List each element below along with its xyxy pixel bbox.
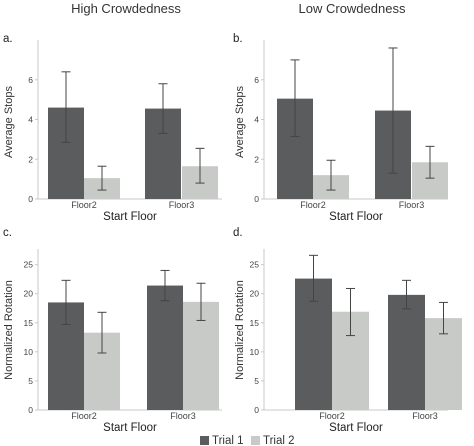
- x-axis-label: Start Floor: [103, 211, 157, 223]
- error-bar: [195, 147, 205, 184]
- y-tick-label: 0: [28, 194, 33, 204]
- category-label-floor2: Floor2: [319, 411, 345, 421]
- category-label-floor2: Floor2: [71, 411, 97, 421]
- category-label-floor3: Floor3: [170, 411, 196, 421]
- chart-panels: a. Average Stops 0 2 4 6 Floor2 Floor3 Start Flo…: [3, 33, 462, 434]
- y-axis-label: Average Stops: [3, 86, 15, 158]
- category-label-floor3: Floor3: [399, 200, 425, 210]
- panel-label-a: a.: [3, 33, 13, 45]
- error-bar: [439, 301, 448, 335]
- category-label-floor3: Floor3: [169, 200, 195, 210]
- x-axis-label: Start Floor: [103, 422, 157, 434]
- legend-swatch: [200, 436, 209, 445]
- y-tick-label: 15: [250, 318, 260, 328]
- legend-item-trial-2: Trial 2: [251, 435, 295, 446]
- column-header-high-crowdedness: High Crowdedness: [71, 1, 181, 16]
- y-tick-label: 4: [254, 115, 259, 125]
- x-axis-label: Start Floor: [329, 211, 383, 223]
- panel-label-c: c.: [3, 227, 12, 239]
- panel-d: d. Normalized Rotation 0 5 10 15 20 25 Floor2 Flo…: [233, 227, 462, 434]
- legend-swatch: [251, 436, 260, 445]
- bar-floor3-trial-1: [388, 294, 425, 410]
- legend-label: Trial 1: [212, 435, 244, 446]
- error-bar: [326, 159, 336, 191]
- error-bar: [158, 83, 168, 134]
- category-label-floor2: Floor2: [300, 200, 326, 210]
- error-bar: [402, 279, 411, 310]
- y-tick-label: 6: [254, 75, 259, 85]
- y-tick-label: 0: [28, 405, 33, 415]
- y-tick-label: 25: [250, 260, 260, 270]
- error-bar: [61, 71, 71, 143]
- legend-item-trial-1: Trial 1: [200, 435, 244, 446]
- y-axis-label: Normalized Rotation: [3, 280, 15, 380]
- panel-c: c. Normalized Rotation 0 5 10 15 20 25 Floor2 Flo…: [3, 227, 222, 434]
- error-bar: [425, 145, 435, 179]
- error-bar: [97, 311, 107, 354]
- y-tick-label: 10: [250, 347, 260, 357]
- error-bar: [309, 254, 318, 302]
- y-tick-label: 25: [24, 260, 34, 270]
- error-bar: [196, 282, 206, 321]
- error-bar: [346, 287, 355, 337]
- y-tick-label: 2: [28, 154, 33, 164]
- panel-b: b. Average Stops 0 2 4 6 Floor2 Floor3 Start Flo…: [233, 33, 448, 223]
- y-tick-label: 4: [28, 115, 33, 125]
- panel-label-b: b.: [233, 33, 243, 45]
- y-tick-label: 20: [250, 289, 260, 299]
- legend-label: Trial 2: [263, 435, 295, 446]
- error-bar: [290, 59, 300, 137]
- y-tick-label: 0: [254, 194, 259, 204]
- y-tick-label: 0: [254, 405, 259, 415]
- error-bar: [61, 279, 71, 326]
- y-tick-label: 2: [254, 154, 259, 164]
- y-tick-label: 5: [28, 376, 33, 386]
- y-tick-label: 20: [24, 289, 34, 299]
- y-tick-label: 5: [254, 376, 259, 386]
- error-bar: [97, 165, 107, 191]
- y-tick-label: 6: [28, 75, 33, 85]
- y-tick-label: 10: [24, 347, 34, 357]
- y-axis-label: Normalized Rotation: [234, 280, 246, 380]
- y-axis-label: Average Stops: [234, 86, 246, 158]
- panel-a: a. Average Stops 0 2 4 6 Floor2 Floor3 Start Flo…: [3, 33, 222, 223]
- legend: Trial 1 Trial 2: [200, 435, 295, 446]
- error-bar: [160, 269, 170, 302]
- y-tick-label: 15: [24, 318, 34, 328]
- error-bar: [388, 47, 398, 174]
- category-label-floor3: Floor3: [412, 411, 438, 421]
- panel-label-d: d.: [233, 227, 243, 239]
- bar-floor3-trial-1: [147, 285, 183, 410]
- category-label-floor2: Floor2: [71, 200, 97, 210]
- column-header-low-crowdedness: Low Crowdedness: [299, 1, 406, 16]
- x-axis-label: Start Floor: [329, 422, 383, 434]
